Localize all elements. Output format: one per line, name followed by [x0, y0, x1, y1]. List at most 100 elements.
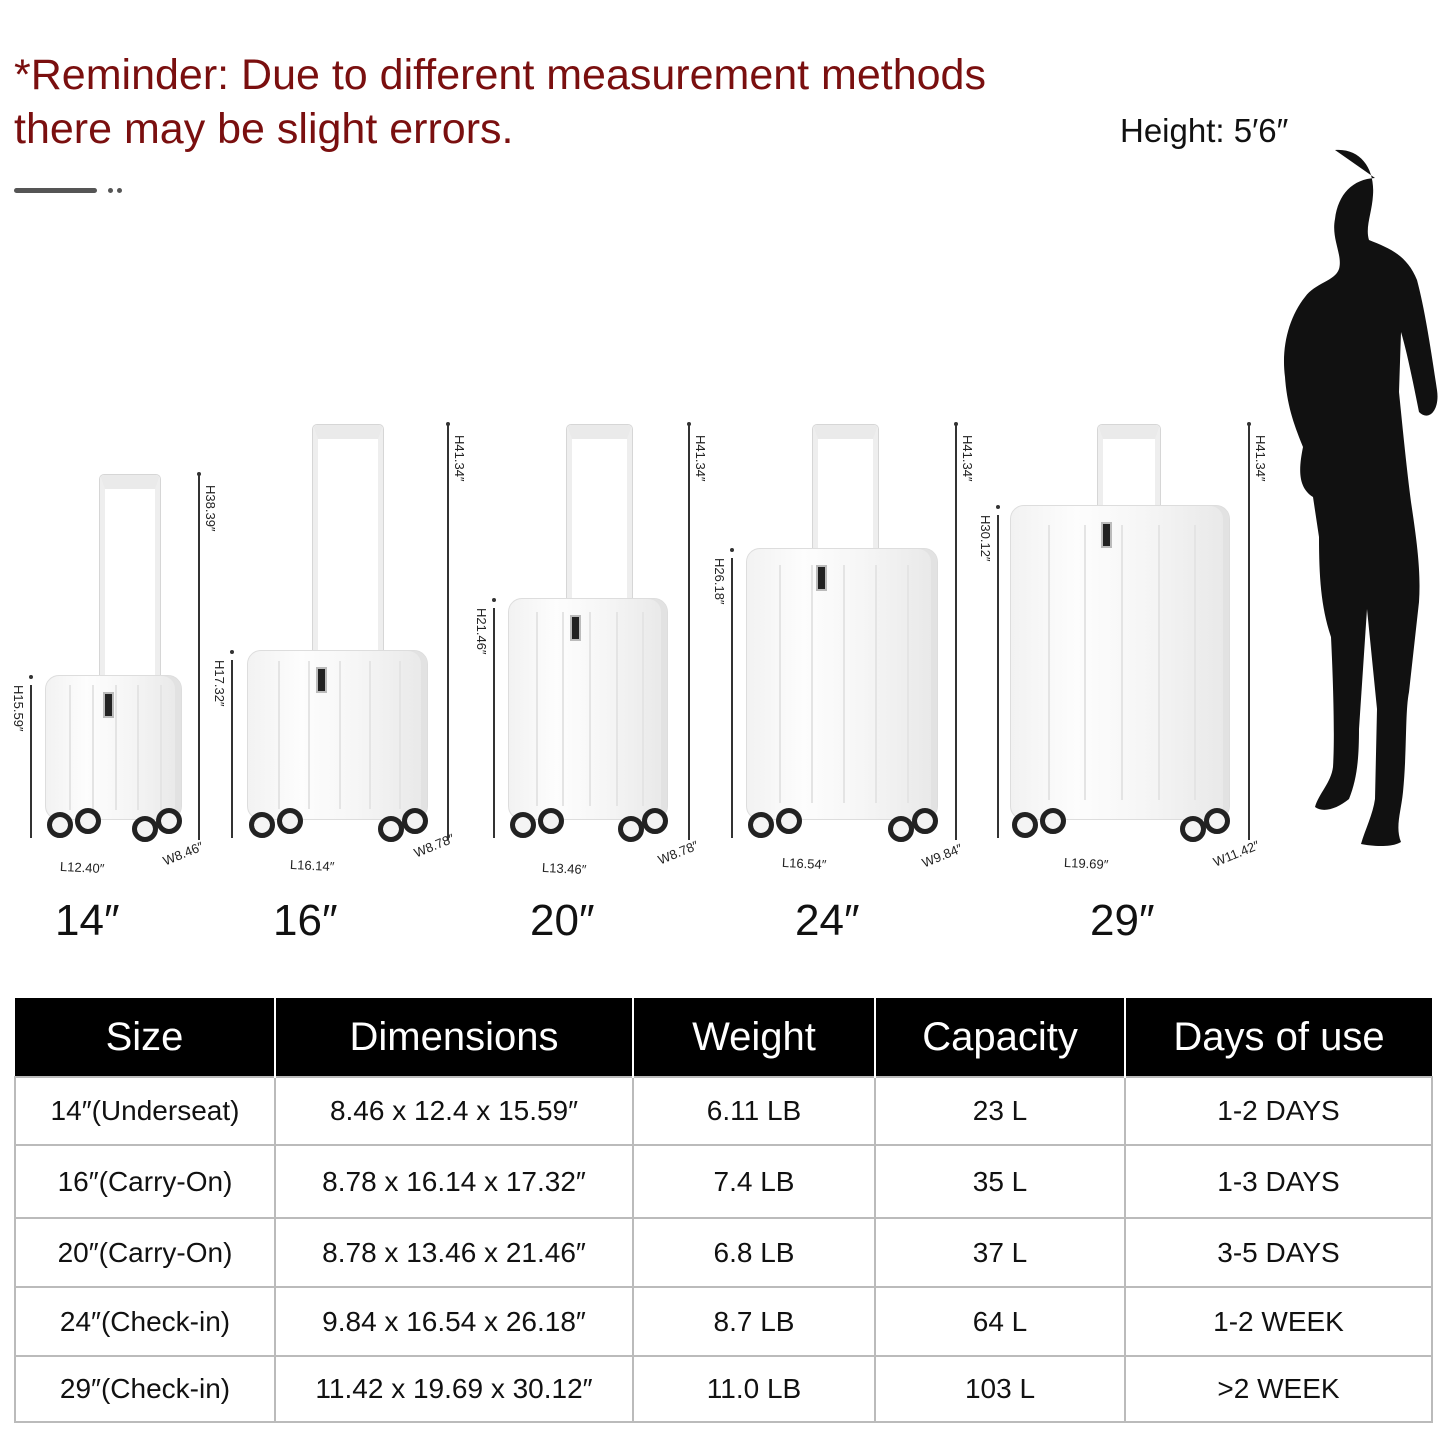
- header-capacity: Capacity: [875, 998, 1126, 1077]
- dimension-dot: [197, 472, 201, 476]
- reminder-line-2: there may be slight errors.: [14, 105, 514, 153]
- person-height-label: Height: 5′6″: [1120, 112, 1289, 149]
- body-height-line: [997, 515, 999, 838]
- table-row: 16″(Carry-On) 8.78 x 16.14 x 17.32″ 7.4 LB…: [14, 1144, 1433, 1219]
- table-row: 14″(Underseat) 8.46 x 12.4 x 15.59″ 6.11 L…: [14, 1076, 1433, 1146]
- shell-groove: [160, 684, 163, 811]
- total-height-label: H41.34″: [693, 435, 708, 482]
- cell-weight: 11.0 LB: [632, 1355, 876, 1423]
- shell-groove: [615, 612, 618, 806]
- shell-groove: [1157, 524, 1160, 801]
- shell-groove: [843, 565, 845, 803]
- body-height-label: H17.32″: [212, 660, 227, 707]
- cell-dimensions: 9.84 x 16.54 x 26.18″: [274, 1286, 634, 1357]
- carousel-indicator-dot[interactable]: [117, 188, 122, 193]
- shell-groove: [91, 684, 94, 811]
- brand-tag-icon: [316, 667, 327, 693]
- cell-dimensions: 8.46 x 12.4 x 15.59″: [274, 1076, 634, 1146]
- table-row: 20″(Carry-On) 8.78 x 13.46 x 21.46″ 6.8 LB…: [14, 1217, 1433, 1288]
- shell-groove: [1194, 524, 1197, 801]
- cell-days-of-use: 3-5 DAYS: [1124, 1217, 1433, 1288]
- cell-size: 29″(Check-in): [14, 1355, 276, 1423]
- spinner-wheel: [538, 808, 564, 834]
- brand-tag-icon: [103, 692, 114, 718]
- carousel-indicator-active[interactable]: [14, 188, 97, 193]
- cell-days-of-use: >2 WEEK: [1124, 1355, 1433, 1423]
- size-spec-table: Size Dimensions Weight Capacity Days of …: [14, 998, 1433, 1423]
- dimension-dot: [29, 675, 33, 679]
- cell-dimensions: 11.42 x 19.69 x 30.12″: [274, 1355, 634, 1423]
- size-label: 29″: [1090, 896, 1155, 945]
- spinner-wheel: [1180, 816, 1206, 842]
- cell-size: 14″(Underseat): [14, 1076, 276, 1146]
- cell-weight: 6.8 LB: [632, 1217, 876, 1288]
- dimension-dot: [996, 505, 1000, 509]
- total-height-line: [447, 425, 449, 840]
- body-height-label: H26.18″: [712, 558, 727, 605]
- suitcase-body: [45, 675, 182, 820]
- spinner-wheel: [402, 808, 428, 834]
- cell-capacity: 64 L: [874, 1286, 1126, 1357]
- length-label: L16.54″: [781, 854, 827, 873]
- shell-groove: [875, 565, 877, 803]
- suitcase-body: [247, 650, 428, 820]
- body-height-label: H21.46″: [474, 608, 489, 655]
- length-label: L13.46″: [541, 859, 587, 878]
- cell-size: 24″(Check-in): [14, 1286, 276, 1357]
- body-height-label: H30.12″: [978, 515, 993, 562]
- shell-groove: [642, 612, 645, 806]
- cell-dimensions: 8.78 x 16.14 x 17.32″: [274, 1144, 634, 1219]
- suitcase-body: [508, 598, 668, 820]
- cell-capacity: 103 L: [874, 1355, 1126, 1423]
- size-label: 16″: [273, 896, 338, 945]
- spinner-wheel: [888, 816, 914, 842]
- cell-weight: 6.11 LB: [632, 1076, 876, 1146]
- shell-groove: [811, 565, 813, 803]
- total-height-label: H41.34″: [1253, 435, 1268, 482]
- cell-dimensions: 8.78 x 13.46 x 21.46″: [274, 1217, 634, 1288]
- length-label: L12.40″: [59, 858, 105, 877]
- spinner-wheel: [75, 808, 101, 834]
- size-label: 14″: [55, 896, 120, 945]
- shell-groove: [368, 661, 371, 809]
- carousel-indicator-dot[interactable]: [108, 188, 113, 193]
- dimension-dot: [730, 548, 734, 552]
- cell-capacity: 37 L: [874, 1217, 1126, 1288]
- shell-groove: [308, 661, 311, 809]
- body-height-line: [493, 608, 495, 838]
- spinner-wheel: [47, 812, 73, 838]
- total-height-label: H38.39″: [203, 485, 218, 532]
- dimension-dot: [687, 422, 691, 426]
- cell-size: 20″(Carry-On): [14, 1217, 276, 1288]
- shell-groove: [1121, 524, 1123, 801]
- width-label: W8.78″: [655, 837, 701, 868]
- spinner-wheel: [776, 808, 802, 834]
- total-height-line: [688, 425, 690, 840]
- size-label: 24″: [795, 896, 860, 945]
- cell-days-of-use: 1-2 DAYS: [1124, 1076, 1433, 1146]
- width-label: W11.42″: [1210, 837, 1262, 870]
- telescopic-handle: [313, 425, 383, 654]
- shell-groove: [535, 612, 538, 806]
- telescopic-handle: [567, 425, 632, 602]
- width-label: W9.84″: [919, 840, 965, 871]
- shell-groove: [779, 565, 781, 803]
- cell-days-of-use: 1-3 DAYS: [1124, 1144, 1433, 1219]
- total-height-label: H41.34″: [452, 435, 467, 482]
- width-label: W8.46″: [160, 838, 206, 869]
- table-row: 24″(Check-in) 9.84 x 16.54 x 26.18″ 8.7 LB…: [14, 1286, 1433, 1357]
- dimension-dot: [446, 422, 450, 426]
- header-dimensions: Dimensions: [275, 998, 634, 1077]
- cell-size: 16″(Carry-On): [14, 1144, 276, 1219]
- brand-tag-icon: [816, 565, 827, 591]
- shell-groove: [137, 684, 140, 811]
- total-height-line: [955, 425, 957, 840]
- total-height-line: [1248, 425, 1250, 840]
- shell-groove: [278, 661, 281, 809]
- spinner-wheel: [1204, 808, 1230, 834]
- shell-groove: [1084, 524, 1087, 801]
- table-row: 29″(Check-in) 11.42 x 19.69 x 30.12″ 11.0 …: [14, 1355, 1433, 1423]
- brand-tag-icon: [570, 615, 581, 641]
- body-height-line: [231, 660, 233, 838]
- shell-groove: [338, 661, 341, 809]
